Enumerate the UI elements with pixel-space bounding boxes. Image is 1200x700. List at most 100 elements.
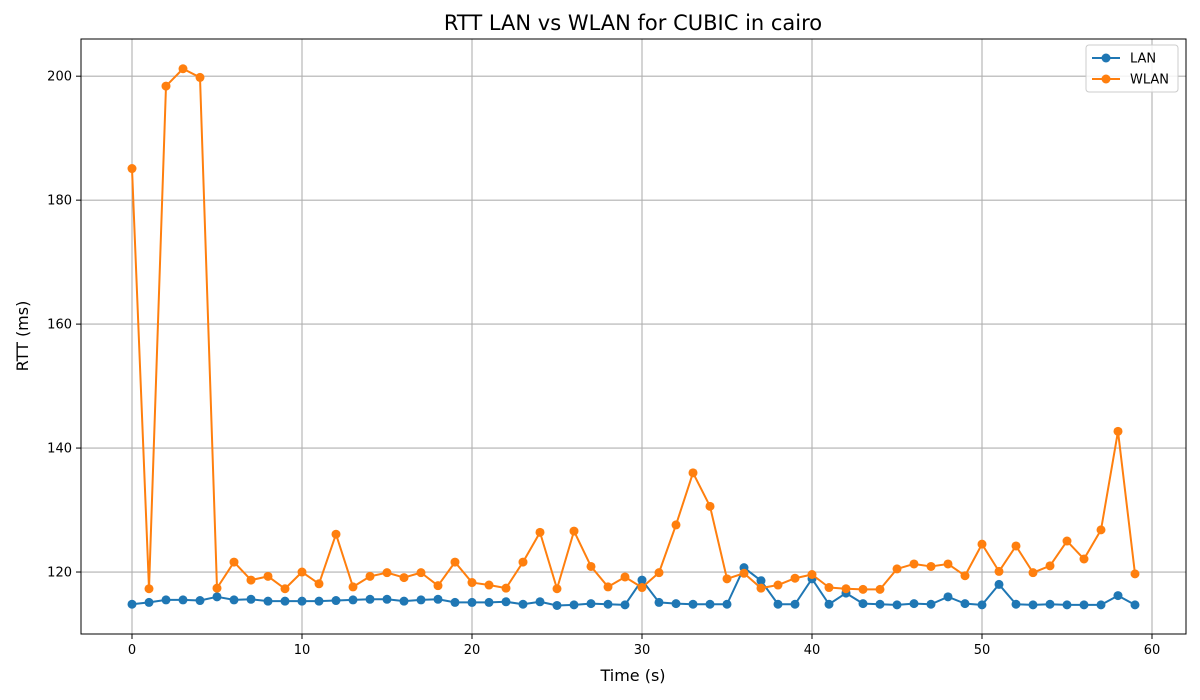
data-point-wlan [229, 557, 239, 567]
data-point-wlan [1096, 525, 1106, 535]
data-point-lan [1028, 600, 1038, 610]
data-point-lan [450, 597, 460, 607]
data-point-lan [331, 596, 341, 606]
x-tick-label: 60 [1144, 643, 1161, 658]
data-point-lan [773, 599, 783, 609]
data-point-lan [603, 599, 613, 609]
data-point-lan [586, 599, 596, 609]
data-point-lan [1130, 600, 1140, 610]
grid [81, 39, 1186, 634]
data-point-wlan [365, 571, 375, 581]
data-point-lan [314, 596, 324, 606]
data-point-lan [926, 599, 936, 609]
data-point-lan [127, 599, 137, 609]
data-point-lan [858, 599, 868, 609]
data-point-lan [994, 579, 1004, 589]
data-point-lan [688, 599, 698, 609]
data-point-wlan [705, 501, 715, 511]
data-point-lan [399, 596, 409, 606]
data-point-lan [637, 575, 647, 585]
x-axis-label: Time (s) [599, 666, 665, 685]
series-layer [127, 64, 1140, 610]
y-tick-label: 160 [47, 318, 72, 333]
data-point-wlan [586, 561, 596, 571]
data-point-lan [535, 597, 545, 607]
data-point-wlan [722, 574, 732, 584]
data-point-wlan [314, 579, 324, 589]
data-point-wlan [620, 572, 630, 582]
data-point-lan [416, 595, 426, 605]
data-point-wlan [1011, 541, 1021, 551]
data-point-lan [518, 599, 528, 609]
data-point-wlan [824, 583, 834, 593]
series-wlan [127, 64, 1140, 594]
legend: LAN WLAN [1085, 44, 1179, 93]
data-point-lan [161, 595, 171, 605]
data-point-lan [671, 599, 681, 609]
data-point-lan [824, 599, 834, 609]
legend-label-wlan: WLAN [1130, 73, 1169, 88]
data-point-lan [722, 599, 732, 609]
data-point-wlan [875, 584, 885, 594]
data-point-lan [620, 600, 630, 610]
data-point-wlan [756, 583, 766, 593]
series-lan [127, 563, 1140, 610]
data-point-wlan [433, 581, 443, 591]
legend-marker-wlan [1101, 74, 1111, 84]
data-point-wlan [688, 468, 698, 478]
data-point-wlan [127, 164, 137, 174]
data-point-lan [943, 592, 953, 602]
data-point-lan [229, 595, 239, 605]
data-point-lan [144, 597, 154, 607]
data-point-lan [212, 592, 222, 602]
data-point-wlan [195, 72, 205, 82]
data-point-lan [433, 594, 443, 604]
data-point-lan [246, 594, 256, 604]
data-point-lan [1113, 591, 1123, 601]
data-point-lan [365, 594, 375, 604]
data-point-wlan [178, 64, 188, 74]
x-tick-label: 40 [804, 643, 821, 658]
data-point-lan [892, 600, 902, 610]
data-point-wlan [603, 582, 613, 592]
data-point-lan [875, 599, 885, 609]
data-point-wlan [654, 568, 664, 578]
data-point-lan [467, 597, 477, 607]
data-point-wlan [671, 520, 681, 530]
data-point-wlan [382, 568, 392, 578]
data-point-lan [756, 576, 766, 586]
x-tick-label: 50 [974, 643, 991, 658]
data-point-lan [484, 597, 494, 607]
data-point-wlan [1130, 569, 1140, 579]
data-point-lan [297, 596, 307, 606]
chart-title: RTT LAN vs WLAN for CUBIC in cairo [444, 11, 822, 35]
y-axis-label: RTT (ms) [13, 301, 32, 372]
data-point-wlan [926, 561, 936, 571]
data-point-wlan [637, 583, 647, 593]
data-point-wlan [960, 571, 970, 581]
data-point-wlan [212, 583, 222, 593]
data-point-lan [195, 596, 205, 606]
data-point-lan [501, 597, 511, 607]
data-point-wlan [161, 81, 171, 91]
data-point-lan [960, 599, 970, 609]
y-tick-label: 180 [47, 194, 72, 209]
data-point-wlan [1079, 554, 1089, 564]
data-point-wlan [943, 559, 953, 569]
data-point-wlan [297, 567, 307, 577]
data-point-lan [790, 599, 800, 609]
data-point-lan [280, 596, 290, 606]
data-point-wlan [1113, 426, 1123, 436]
data-point-wlan [790, 573, 800, 583]
data-point-wlan [348, 582, 358, 592]
data-point-wlan [416, 568, 426, 578]
data-point-wlan [1028, 568, 1038, 578]
data-point-wlan [246, 575, 256, 585]
x-tick-label: 20 [464, 643, 481, 658]
x-tick-label: 10 [294, 643, 311, 658]
data-point-lan [1011, 599, 1021, 609]
data-point-wlan [841, 584, 851, 594]
data-point-lan [263, 596, 273, 606]
